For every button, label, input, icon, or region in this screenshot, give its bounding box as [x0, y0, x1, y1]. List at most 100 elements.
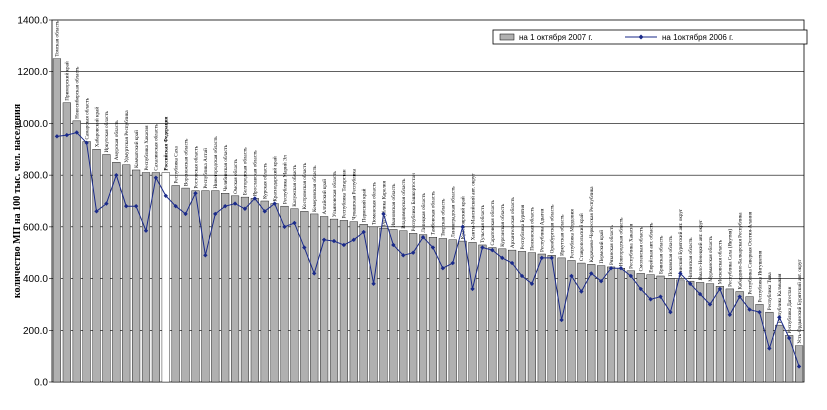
line-point [608, 266, 614, 271]
bar [785, 335, 794, 383]
category-label: Ставропольский край [578, 213, 585, 261]
y-axis-label: количество МП на 100 тыс. чел. населения [12, 103, 23, 298]
legend-swatch-2007 [499, 33, 515, 41]
bar [705, 283, 715, 383]
line-point [262, 209, 267, 214]
category-label: Новгородская область [618, 217, 625, 266]
category-label: Калужская область [291, 164, 298, 207]
bar [616, 268, 626, 383]
line-point [509, 260, 515, 266]
category-label: Республика Алтай [202, 148, 209, 189]
category-label: Республика Северная Осетия-Алания [746, 211, 753, 294]
category-label: Ярославская область [252, 150, 259, 197]
category-label: Агинский Бурятский авт. округ [677, 209, 684, 278]
line-point [757, 309, 762, 315]
line-point [84, 140, 89, 146]
bar [468, 242, 477, 383]
line-point [302, 245, 307, 250]
category-label: Нижегородская область [212, 136, 219, 189]
category-label: Чувашская Республика [351, 168, 358, 220]
y-tick-label: 800.0 [23, 171, 48, 182]
category-label: Саратовская область [489, 200, 496, 246]
line-point [480, 245, 485, 250]
line-point [104, 201, 109, 206]
bar [666, 278, 675, 383]
line-point [64, 132, 70, 138]
line-point [549, 255, 554, 261]
y-tick-label: 1200.0 [17, 67, 48, 78]
category-label: Воронежская область [182, 138, 189, 186]
category-label: Амурская область [113, 120, 120, 161]
bar [310, 213, 319, 383]
bar [122, 164, 131, 383]
line-point [638, 286, 643, 292]
line-point [529, 281, 535, 286]
category-label: Алтайский край [321, 179, 328, 215]
bar [92, 149, 101, 383]
category-label: Тюменская область [370, 181, 377, 224]
bar [676, 279, 685, 383]
category-label: Республика Адыгея [539, 208, 546, 252]
category-label: Владимирская область [400, 178, 407, 229]
bar [171, 185, 180, 383]
bar [626, 270, 635, 383]
bar [250, 198, 259, 383]
category-label: Рязанская область [608, 224, 615, 264]
line-point [232, 201, 238, 206]
bar [725, 288, 734, 383]
line-point [114, 172, 119, 178]
category-label: Республика Калмыкия [776, 273, 783, 323]
category-label: Смоленская область [638, 226, 645, 271]
line-point [94, 209, 99, 214]
category-label: Пермский край [360, 188, 367, 222]
category-label: Пермский край [598, 230, 605, 264]
bar [221, 193, 230, 383]
bar [379, 227, 388, 383]
bar [359, 224, 368, 383]
bar [141, 172, 151, 383]
category-label: Псковская область [667, 235, 674, 277]
category-label: Карачаево-Черкесская Республика [588, 186, 595, 263]
bar [418, 234, 428, 383]
line-point [371, 281, 376, 286]
category-label: Республика Саха (Якутия) [727, 229, 734, 287]
line-point [282, 224, 287, 230]
line-point [153, 175, 159, 180]
line-point [222, 203, 228, 209]
line-point [737, 294, 742, 299]
line-point [628, 273, 634, 279]
line-point [747, 307, 752, 312]
category-label: Челябинская область [222, 144, 229, 191]
category-label: Омская область [232, 159, 239, 194]
line-point [598, 278, 604, 284]
line-point [796, 364, 802, 369]
bar [151, 172, 160, 383]
category-label: Брянская область [657, 235, 664, 274]
y-axis-ticks: 0.0 200.0 400.0 600.0 800.0 1000.0 1200.0 1400.… [17, 16, 52, 389]
y-tick-label: 400.0 [23, 274, 48, 285]
line-point [341, 242, 347, 248]
bar [715, 286, 724, 383]
y-tick-label: 200.0 [23, 326, 48, 337]
line-point [74, 130, 79, 135]
line-point [697, 291, 703, 297]
bar [300, 211, 309, 383]
bar [201, 190, 210, 383]
category-label: Республика Башкортостан [410, 173, 417, 231]
bar [112, 162, 121, 383]
bar [329, 218, 339, 383]
bar [527, 252, 536, 383]
bar [636, 273, 645, 383]
line-point [163, 193, 168, 199]
category-label: Хабаровский край [93, 107, 100, 148]
bar [567, 260, 576, 383]
bar [686, 280, 695, 383]
bar [230, 195, 240, 383]
category-label: Республика Саха [172, 145, 179, 183]
bar [399, 230, 408, 383]
line-point [272, 201, 277, 206]
line-point [420, 235, 426, 240]
category-label: Республика Карелия [380, 180, 387, 226]
